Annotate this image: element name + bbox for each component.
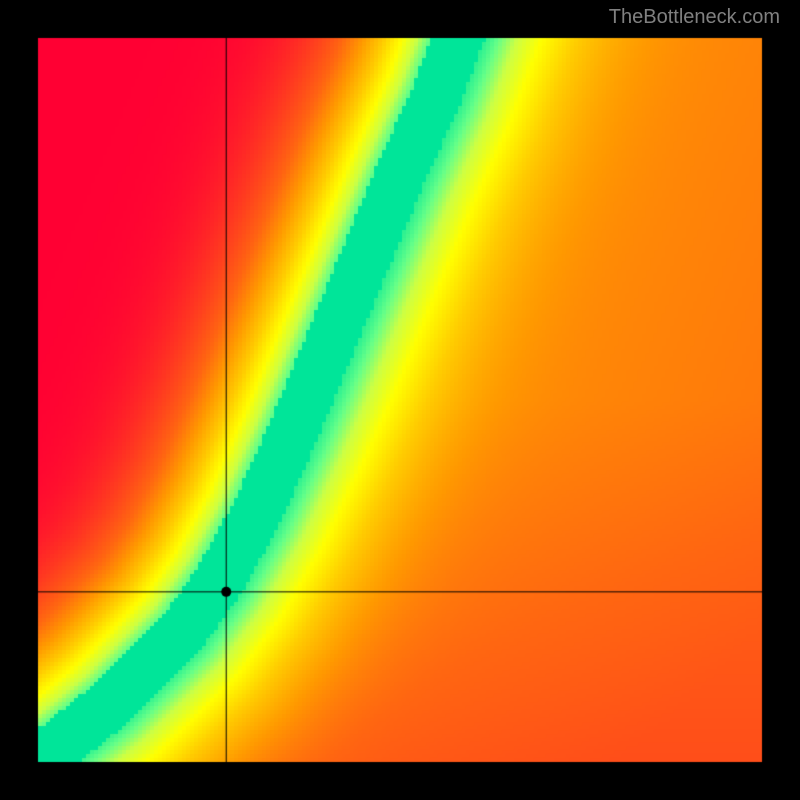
chart-container: TheBottleneck.com [0, 0, 800, 800]
watermark-text: TheBottleneck.com [609, 6, 780, 29]
heatmap-canvas [0, 0, 800, 800]
